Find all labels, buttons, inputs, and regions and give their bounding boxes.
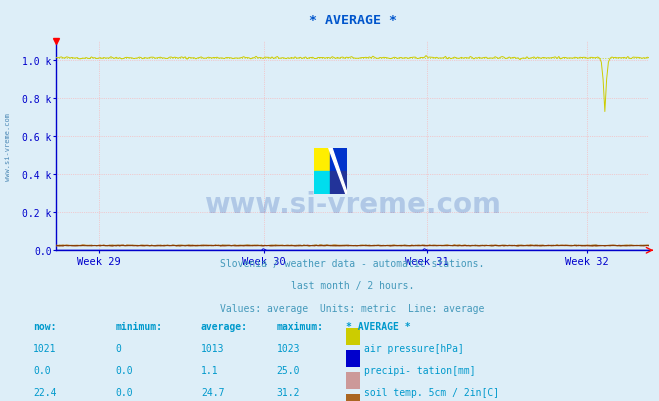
Text: 0.0: 0.0 bbox=[115, 387, 133, 397]
Text: last month / 2 hours.: last month / 2 hours. bbox=[291, 281, 415, 291]
Text: soil temp. 5cm / 2in[C]: soil temp. 5cm / 2in[C] bbox=[364, 387, 500, 397]
Text: 0: 0 bbox=[115, 343, 121, 353]
Text: 31.2: 31.2 bbox=[277, 387, 301, 397]
Text: * AVERAGE *: * AVERAGE * bbox=[308, 14, 397, 27]
Text: 22.4: 22.4 bbox=[33, 387, 57, 397]
Text: now:: now: bbox=[33, 321, 57, 331]
Text: * AVERAGE *: * AVERAGE * bbox=[346, 321, 411, 331]
Text: 1021: 1021 bbox=[33, 343, 57, 353]
Text: average:: average: bbox=[201, 321, 248, 331]
Text: 1013: 1013 bbox=[201, 343, 225, 353]
Text: 0.0: 0.0 bbox=[33, 365, 51, 375]
Text: Slovenia / weather data - automatic stations.: Slovenia / weather data - automatic stat… bbox=[220, 259, 485, 269]
Text: 25.0: 25.0 bbox=[277, 365, 301, 375]
Text: air pressure[hPa]: air pressure[hPa] bbox=[364, 343, 465, 353]
Text: 24.7: 24.7 bbox=[201, 387, 225, 397]
Text: 0.0: 0.0 bbox=[115, 365, 133, 375]
Text: www.si-vreme.com: www.si-vreme.com bbox=[5, 112, 11, 180]
Text: 1023: 1023 bbox=[277, 343, 301, 353]
Text: 1.1: 1.1 bbox=[201, 365, 219, 375]
Text: precipi- tation[mm]: precipi- tation[mm] bbox=[364, 365, 476, 375]
Text: www.si-vreme.com: www.si-vreme.com bbox=[204, 191, 501, 219]
Text: minimum:: minimum: bbox=[115, 321, 162, 331]
Text: Values: average  Units: metric  Line: average: Values: average Units: metric Line: aver… bbox=[220, 303, 485, 313]
Text: maximum:: maximum: bbox=[277, 321, 324, 331]
